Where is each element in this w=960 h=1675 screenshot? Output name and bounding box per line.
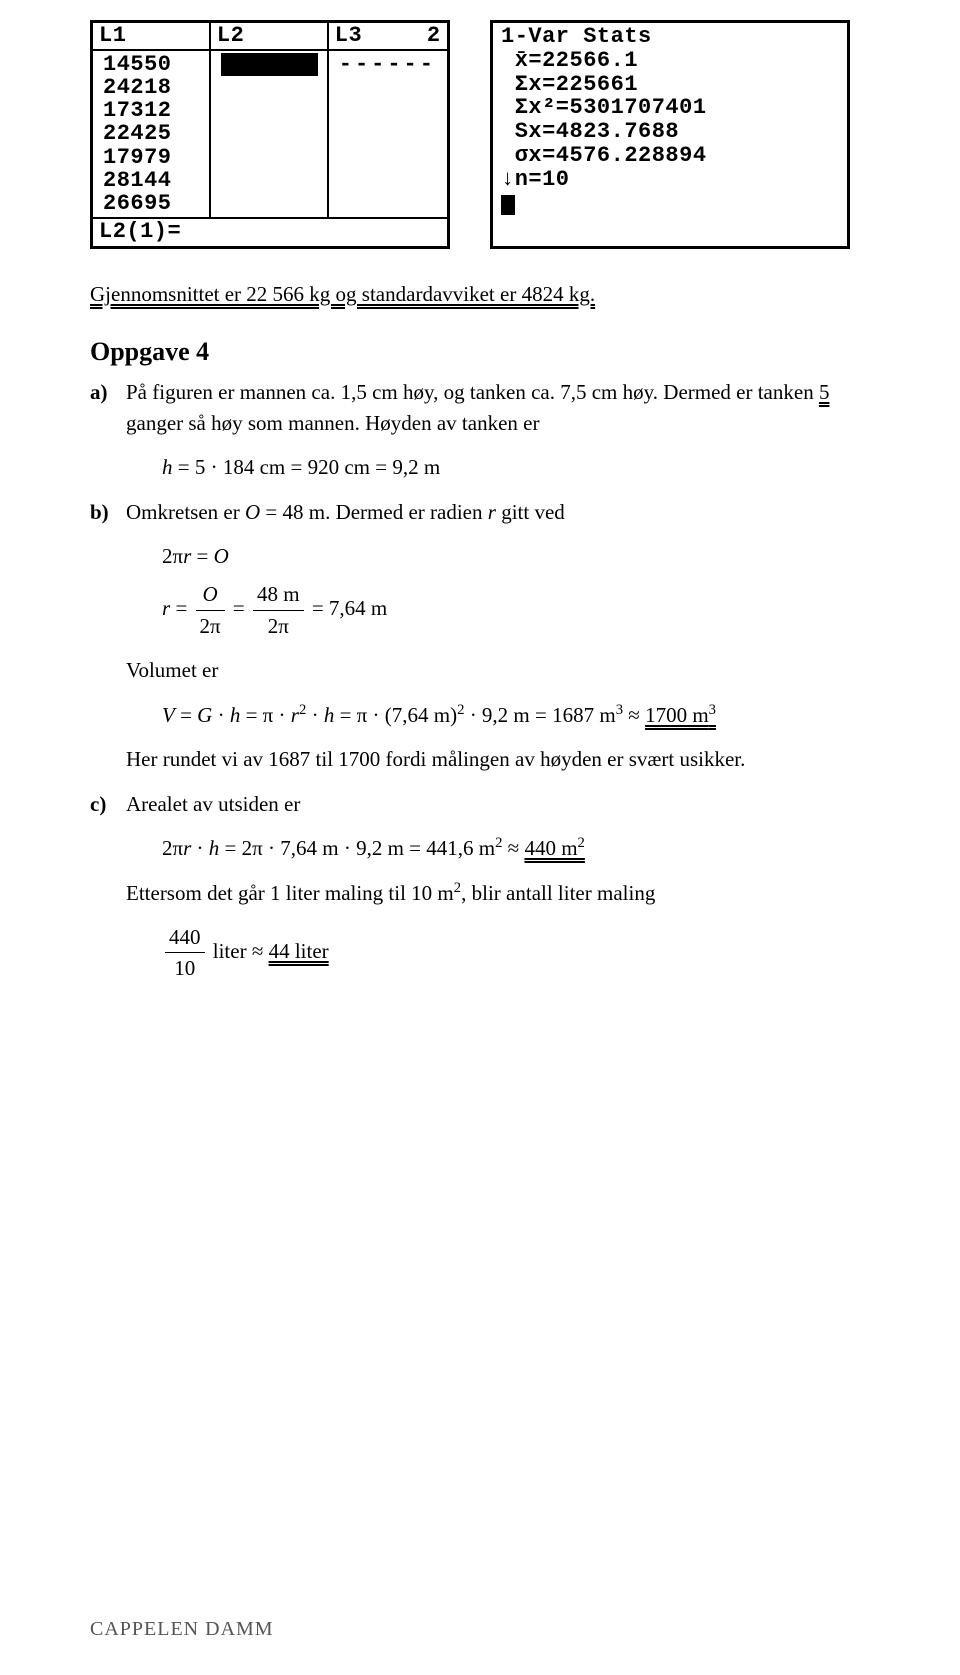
b-frac-1: O 2π	[196, 579, 225, 641]
calc-screen-stats: 1-Var Stats x̄=22566.1 Σx=225661 Σx²=530…	[490, 20, 850, 249]
item-a-label: a)	[90, 377, 126, 438]
l2-cursor-highlight: ------	[221, 53, 318, 76]
b-equations: 2πr = O 2πr = O r = O 2π = 48 m 2π = 7,6…	[162, 541, 870, 641]
l1-row: 24218	[103, 76, 203, 99]
item-c: c) Arealet av utsiden er	[90, 789, 870, 819]
l1-row: 22425	[103, 122, 203, 145]
col-l2: ------	[211, 51, 329, 217]
stats-line: x̄=22566.1	[501, 49, 839, 73]
stats-line: Σx²=5301707401	[501, 96, 839, 120]
a-ratio: 5	[819, 380, 830, 404]
calc-screen-list: L1 L2 L3 2 14550 24218 17312 22425 17979…	[90, 20, 450, 249]
b-frac1-num: O	[196, 579, 225, 610]
item-b-label: b)	[90, 497, 126, 527]
item-b-content: Omkretsen er O = 48 m. Dermed er radien …	[126, 497, 870, 527]
b-eq2-rhs: = 7,64 m	[312, 596, 387, 620]
a-text-1: På figuren er mannen ca. 1,5 cm høy, og …	[126, 380, 819, 404]
stats-line: 1-Var Stats	[501, 25, 839, 49]
col-l3: ------	[329, 51, 447, 217]
l1-row: 17979	[103, 146, 203, 169]
b-volume-label: Volumet er	[126, 655, 870, 685]
b-frac-2: 48 m 2π	[253, 579, 304, 641]
b-eq-line-1: 2πr = O 2πr = O	[162, 541, 870, 571]
item-b: b) Omkretsen er O = 48 m. Dermed er radi…	[90, 497, 870, 527]
l1-row: 14550	[103, 53, 203, 76]
c-result-equation: 440 10 liter ≈ 44 liter	[162, 922, 870, 984]
stats-line: Sx=4823.7688	[501, 120, 839, 144]
c-maling-part2: , blir antall liter maling	[461, 881, 655, 905]
col-header-l3-label: L3	[335, 23, 362, 48]
stats-line: σx=4576.228894	[501, 144, 839, 168]
a-text-2: ganger så høy som mannen. Høyden av tank…	[126, 411, 539, 435]
item-c-label: c)	[90, 789, 126, 819]
c-frac-den: 10	[165, 953, 205, 983]
c-result: 44 liter	[269, 939, 329, 963]
calc-stats-body: 1-Var Stats x̄=22566.1 Σx=225661 Σx²=530…	[493, 23, 847, 219]
c-frac: 440 10	[165, 922, 205, 984]
c-frac-num: 440	[165, 922, 205, 953]
c-maling-text: Ettersom det går 1 liter maling til 10 m…	[126, 878, 870, 908]
calculator-row: L1 L2 L3 2 14550 24218 17312 22425 17979…	[90, 20, 870, 249]
calc-list-body: 14550 24218 17312 22425 17979 28144 2669…	[93, 51, 447, 217]
l3-dashes: ------	[339, 52, 436, 77]
b-frac1-den: 2π	[196, 611, 225, 641]
task-title: Oppgave 4	[90, 337, 870, 367]
a-eq-h: h	[162, 455, 173, 479]
summary-text: Gjennomsnittet er 22 566 kg og standarda…	[90, 282, 595, 306]
c-maling-part1: Ettersom det går 1 liter maling til 10 m	[126, 881, 454, 905]
summary-paragraph: Gjennomsnittet er 22 566 kg og standarda…	[90, 279, 870, 309]
b-round-note: Her rundet vi av 1687 til 1700 fordi mål…	[126, 744, 870, 774]
item-a-content: På figuren er mannen ca. 1,5 cm høy, og …	[126, 377, 870, 438]
l1-row: 17312	[103, 99, 203, 122]
b-eq-line-2: r = O 2π = 48 m 2π = 7,64 m	[162, 579, 870, 641]
l1-row: 26695	[103, 192, 203, 215]
c-equation: 2πr · h = 2π · 7,64 m · 9,2 m = 441,6 m2…	[162, 833, 870, 863]
col-header-l1: L1	[93, 23, 211, 49]
stats-line: ↓n=10	[501, 168, 839, 192]
b-frac2-num: 48 m	[253, 579, 304, 610]
publisher-logo: CAPPELEN DAMM	[90, 1618, 274, 1641]
col-header-l2: L2	[211, 23, 329, 49]
b-frac2-den: 2π	[253, 611, 304, 641]
l1-row: 28144	[103, 169, 203, 192]
b-volume-equation: V = G · h = π · r2 · h = π · (7,64 m)2 ·…	[162, 700, 870, 730]
item-a: a) På figuren er mannen ca. 1,5 cm høy, …	[90, 377, 870, 438]
a-equation: h h = 5 · 184 cm = 920 cm = 9,2 m= 5 · 1…	[162, 452, 870, 482]
calc-list-footer: L2(1)=	[93, 217, 447, 246]
stats-line: Σx=225661	[501, 73, 839, 97]
stats-cursor	[501, 191, 839, 215]
calc-list-header: L1 L2 L3 2	[93, 23, 447, 51]
col-header-rownum: 2	[427, 24, 441, 48]
c-result-pre: liter ≈	[213, 939, 269, 963]
col-header-l3: L3 2	[329, 23, 447, 49]
item-c-content: Arealet av utsiden er	[126, 789, 870, 819]
col-l1: 14550 24218 17312 22425 17979 28144 2669…	[93, 51, 211, 217]
